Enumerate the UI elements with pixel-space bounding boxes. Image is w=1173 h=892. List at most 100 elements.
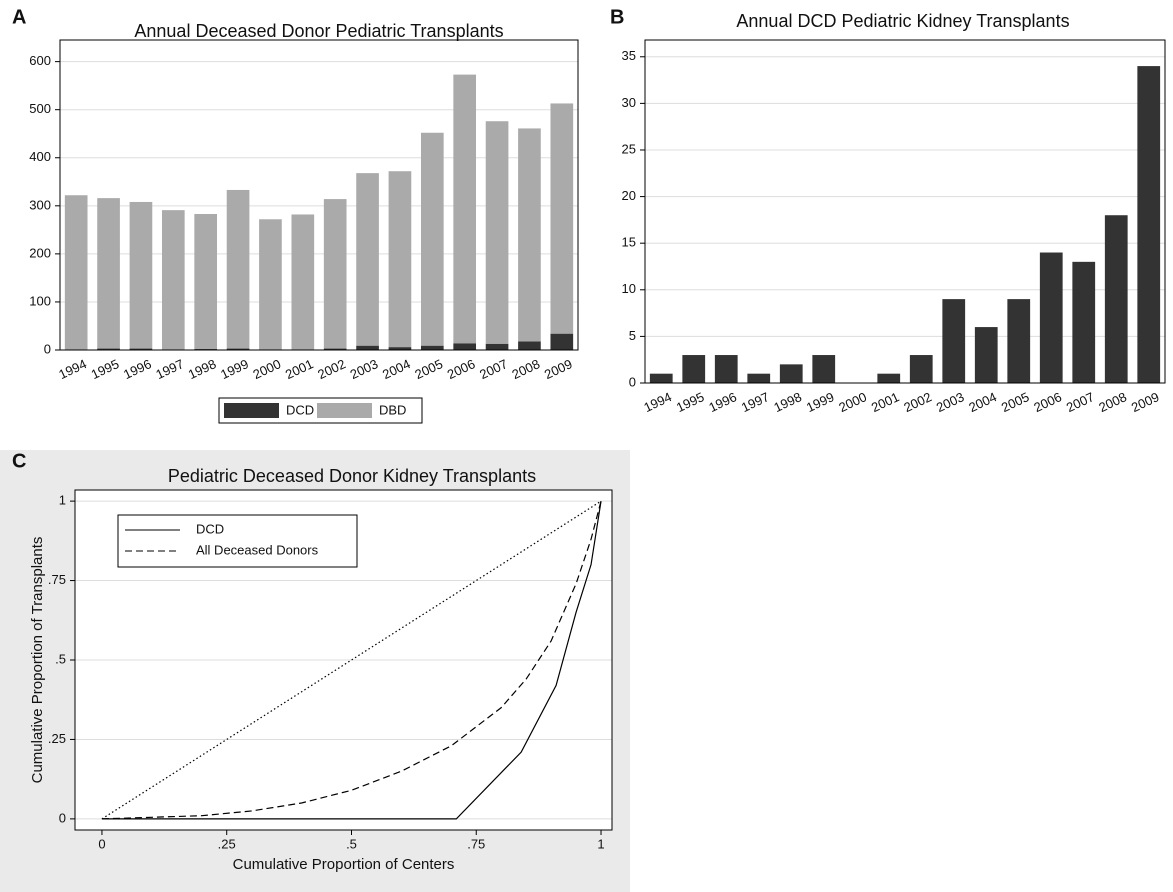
bar-segment bbox=[356, 345, 379, 350]
y-tick-label: 30 bbox=[622, 95, 636, 110]
y-tick-label: 25 bbox=[622, 141, 636, 156]
y-tick-label: 0 bbox=[59, 810, 66, 825]
x-tick-label: 2002 bbox=[901, 389, 934, 415]
x-tick-label: 0 bbox=[98, 836, 105, 851]
bar bbox=[747, 373, 771, 383]
y-tick-label: .75 bbox=[48, 572, 66, 587]
y-tick-label: 100 bbox=[29, 293, 51, 308]
bar-segment bbox=[129, 201, 153, 349]
bar bbox=[1039, 252, 1063, 383]
x-axis-label: Cumulative Proportion of Centers bbox=[233, 856, 455, 873]
y-tick-label: 5 bbox=[629, 328, 636, 343]
bar bbox=[974, 327, 998, 383]
x-tick-label: 1 bbox=[597, 836, 604, 851]
legend-swatch bbox=[317, 403, 372, 418]
y-tick-label: 600 bbox=[29, 53, 51, 68]
bar-segment bbox=[64, 195, 88, 350]
bar bbox=[1104, 215, 1128, 383]
x-tick-label: 1995 bbox=[674, 389, 707, 415]
bar-segment bbox=[420, 345, 444, 350]
x-tick-label: 2000 bbox=[836, 389, 869, 415]
legend-label: All Deceased Donors bbox=[196, 542, 319, 557]
bar-segment bbox=[97, 198, 120, 349]
panel-letter: C bbox=[12, 450, 26, 472]
x-tick-label: 1996 bbox=[121, 356, 154, 382]
bar bbox=[877, 373, 901, 383]
x-tick-label: 2001 bbox=[869, 389, 902, 415]
plot-frame bbox=[59, 39, 579, 351]
bar-segment bbox=[323, 199, 347, 349]
chart-title: Annual DCD Pediatric Kidney Transplants bbox=[736, 11, 1069, 31]
line bbox=[101, 500, 602, 820]
legend-swatch bbox=[224, 403, 279, 418]
y-tick-label: 500 bbox=[29, 101, 51, 116]
bar-segment bbox=[161, 210, 185, 350]
x-tick-label: 2008 bbox=[510, 356, 543, 382]
x-tick-label: 2006 bbox=[445, 356, 478, 382]
y-axis-label: Cumulative Proportion of Transplants bbox=[29, 537, 46, 784]
bar-segment bbox=[485, 343, 509, 350]
x-tick-label: 2005 bbox=[999, 389, 1032, 415]
x-tick-label: 1998 bbox=[771, 389, 804, 415]
x-tick-label: 1996 bbox=[706, 389, 739, 415]
x-tick-label: 1997 bbox=[153, 356, 186, 382]
bar-segment bbox=[97, 348, 120, 350]
x-tick-label: 1994 bbox=[641, 389, 674, 415]
x-tick-label: 2002 bbox=[315, 356, 348, 382]
legend-label: DCD bbox=[286, 402, 314, 417]
bar-segment bbox=[550, 103, 574, 334]
bar-segment bbox=[323, 348, 347, 350]
x-tick-label: 1999 bbox=[218, 356, 251, 382]
plot-frame bbox=[644, 39, 1166, 384]
bar-segment bbox=[226, 189, 250, 349]
x-tick-label: 2005 bbox=[412, 356, 445, 382]
x-tick-label: 2003 bbox=[934, 389, 967, 415]
bar-segment bbox=[518, 341, 541, 350]
bar-segment bbox=[518, 128, 541, 342]
y-tick-label: 400 bbox=[29, 149, 51, 164]
x-tick-label: 2009 bbox=[1129, 389, 1162, 415]
bar bbox=[779, 364, 803, 383]
bar-segment bbox=[453, 343, 477, 350]
y-tick-label: 15 bbox=[622, 235, 636, 250]
y-tick-label: 0 bbox=[629, 374, 636, 389]
bar-segment bbox=[259, 219, 282, 350]
x-tick-label: .25 bbox=[218, 836, 236, 851]
bar bbox=[649, 373, 673, 383]
bar bbox=[909, 355, 933, 383]
bar bbox=[942, 299, 966, 383]
bar bbox=[682, 355, 706, 383]
x-tick-label: 2003 bbox=[348, 356, 381, 382]
panel-letter: B bbox=[610, 6, 624, 28]
y-tick-label: .5 bbox=[55, 651, 66, 666]
bar-segment bbox=[356, 173, 379, 346]
x-tick-label: 2007 bbox=[477, 356, 510, 382]
x-tick-label: .75 bbox=[467, 836, 485, 851]
x-tick-label: 2004 bbox=[380, 356, 413, 382]
bar-segment bbox=[453, 74, 477, 344]
y-tick-label: 200 bbox=[29, 245, 51, 260]
legend-label: DCD bbox=[196, 521, 224, 536]
x-tick-label: 1994 bbox=[56, 356, 89, 382]
y-tick-label: 300 bbox=[29, 197, 51, 212]
bar-segment bbox=[550, 333, 574, 350]
legend-box bbox=[117, 514, 358, 568]
x-tick-label: 1999 bbox=[804, 389, 837, 415]
x-tick-label: 2000 bbox=[251, 356, 284, 382]
bar-segment bbox=[485, 121, 509, 344]
x-tick-label: 1998 bbox=[186, 356, 219, 382]
plot-frame bbox=[74, 489, 613, 831]
x-tick-label: 1995 bbox=[89, 356, 122, 382]
bar bbox=[812, 355, 836, 383]
y-tick-label: 20 bbox=[622, 188, 636, 203]
bar bbox=[1137, 66, 1161, 383]
chart-title: Pediatric Deceased Donor Kidney Transpla… bbox=[168, 466, 536, 486]
bar-segment bbox=[420, 132, 444, 346]
x-tick-label: 2009 bbox=[542, 356, 575, 382]
x-tick-label: 1997 bbox=[739, 389, 772, 415]
bar-segment bbox=[129, 348, 153, 350]
y-tick-label: 0 bbox=[44, 341, 51, 356]
x-tick-label: .5 bbox=[346, 836, 357, 851]
x-tick-label: 2001 bbox=[283, 356, 316, 382]
